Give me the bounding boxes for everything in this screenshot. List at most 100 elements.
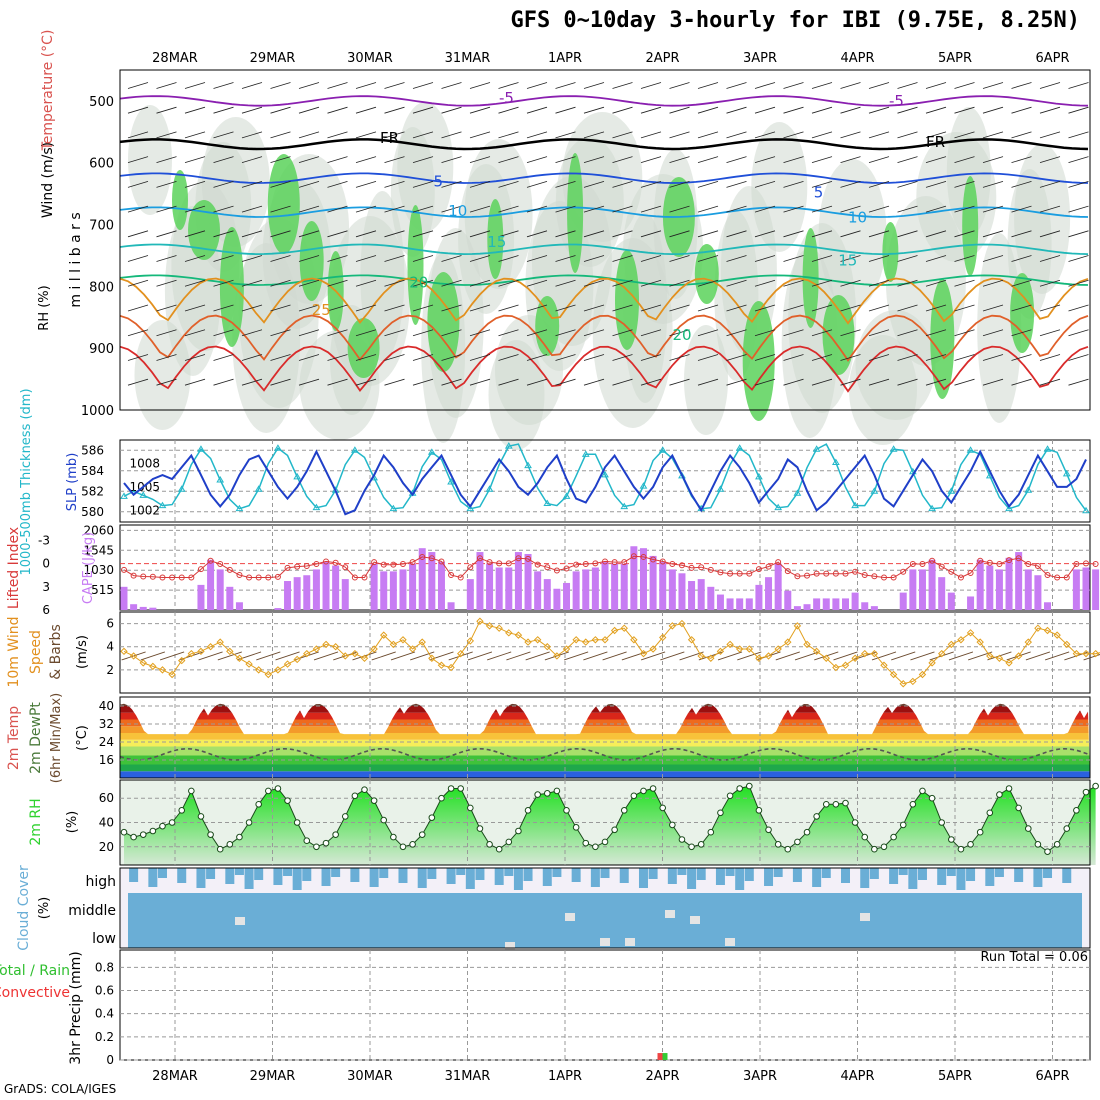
wind-barb [697, 378, 719, 386]
thickness-point [966, 446, 975, 453]
thickness-point [543, 499, 552, 507]
li-point [823, 570, 830, 577]
wind-barb [982, 82, 1004, 89]
wind-barb [783, 329, 804, 337]
wind-barb [583, 279, 605, 287]
li-point [188, 574, 195, 581]
li-point [159, 574, 166, 581]
wind-speed-point [572, 636, 580, 644]
wind-barb [384, 131, 405, 139]
rh-shading [128, 102, 1071, 450]
li-point [948, 568, 955, 575]
temp-band [120, 706, 1090, 713]
li-point [1083, 560, 1089, 567]
wind-barb [526, 255, 548, 262]
wind-speed-point [216, 638, 224, 646]
thickness-point [197, 445, 205, 452]
wind-barb [355, 82, 377, 89]
rh2m-point [582, 839, 590, 847]
wind-barb [156, 354, 177, 361]
wind-barb [498, 279, 519, 287]
rh2m-point [178, 807, 186, 814]
wind-barb [384, 82, 405, 89]
wind-speed-point [254, 666, 263, 674]
wind-barb [669, 82, 690, 89]
wind-barb [982, 156, 1004, 164]
wind-barbs [127, 82, 1089, 386]
wind-barb [555, 329, 576, 337]
wind-barb [184, 304, 206, 312]
li-point [669, 561, 676, 568]
li-point [544, 564, 551, 571]
wind-speed-point [274, 666, 282, 674]
wind-barb [783, 131, 804, 139]
wind-barb [241, 106, 263, 114]
wind-barb [583, 180, 605, 188]
thickness-tick: 580 [81, 505, 104, 519]
li-point [736, 570, 743, 577]
wind-barb [184, 378, 206, 386]
wind-speed-point [1024, 638, 1032, 646]
thickness-tick: 584 [81, 464, 104, 478]
wind-barb [555, 156, 576, 164]
wind-barb [840, 131, 861, 139]
wind-barb [1068, 329, 1089, 337]
li-point [592, 560, 599, 567]
li-point [351, 574, 358, 581]
wind-barb [811, 156, 833, 164]
cape-bar [909, 569, 917, 610]
wind-barb [612, 329, 633, 337]
wind-speed-point [283, 660, 292, 668]
cape-bar [967, 596, 975, 610]
rh-cloud-patch [238, 218, 319, 408]
wind-speed-point [197, 647, 205, 656]
date-label-bottom: 6APR [1035, 1069, 1069, 1084]
wind-barb [213, 255, 234, 262]
wind-barb [241, 180, 263, 188]
li-tick: 3 [42, 580, 50, 594]
cape-tick: 1545 [83, 543, 114, 557]
wind-speed-point [485, 622, 494, 630]
cloud-high-bar [841, 868, 850, 883]
wind-speed-point [582, 638, 590, 646]
cape-bar [389, 571, 397, 610]
wind-barb [327, 255, 348, 262]
wind-barb [441, 279, 462, 287]
cape-bar [639, 548, 647, 610]
date-label-top: 4APR [840, 51, 874, 66]
wind-barb [726, 230, 747, 238]
cape-bar [428, 552, 436, 610]
wind-barb [355, 156, 377, 164]
wind10m-barb [159, 651, 185, 661]
temp-band [120, 739, 1090, 747]
rh2m-point [717, 809, 724, 817]
rh-moist-patch [219, 227, 244, 347]
wind-barb [1068, 378, 1089, 386]
wind-barb [583, 304, 605, 312]
wind-speed-point [774, 645, 782, 653]
wind-speed-point [755, 654, 763, 662]
wind10m-barb [660, 651, 685, 661]
cloud-gap [625, 938, 635, 946]
contour-label: 10 [848, 208, 867, 226]
temp-bands [120, 703, 1090, 778]
wind-barb [412, 156, 434, 164]
wind-speed-point [293, 655, 301, 664]
wind10m-barb [467, 651, 493, 661]
wind-speed-point [562, 645, 571, 653]
wind-barb [1011, 230, 1032, 238]
credit-label: GrADS: COLA/IGES [4, 1082, 117, 1096]
li-point [755, 566, 762, 573]
wind-barb [954, 230, 975, 238]
cape-bar [216, 569, 224, 610]
cloud-high-bar [331, 868, 341, 877]
cape-bar [630, 546, 638, 610]
wind-barb [726, 279, 747, 287]
wind-barb [754, 180, 776, 188]
wind-tick: 2 [106, 663, 114, 677]
wind10m-barb [236, 651, 262, 661]
cloud-gap [235, 917, 245, 925]
li-point [659, 558, 666, 565]
wind-barb [868, 156, 890, 164]
cloud-high-bar [600, 868, 610, 878]
